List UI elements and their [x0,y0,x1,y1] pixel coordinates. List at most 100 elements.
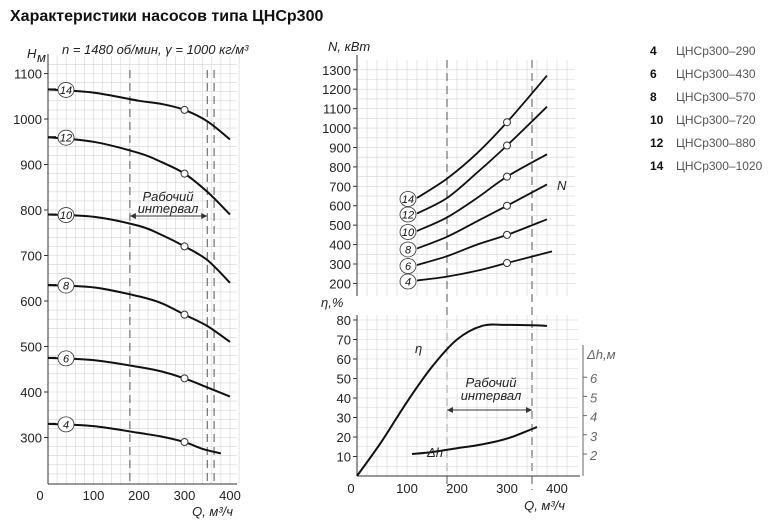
legend-num-10: 10 [650,113,664,127]
eff-working-label-2: интервал [461,388,522,403]
power-curve-tag-12-marker [399,206,417,223]
power-curve-tag-8-marker [399,241,417,258]
head-curve-4 [47,422,222,455]
legend-model-6: ЦНСр300–430 [676,67,756,81]
power-curve-12 [416,106,548,215]
head-curve-tag-10-marker [57,207,75,223]
power-curve-tag-8-label: 8 [405,244,412,256]
power-curve-6 [416,218,548,266]
power-y-tick-label: 1000 [322,121,351,136]
head-x-tick-label: 100 [83,488,105,503]
eff-x-tick-label: 0 [347,481,354,496]
head-working-label-2: интервал [138,201,199,216]
power-design-point-10 [503,172,511,181]
legend-model-14: ЦНСр300–1020 [676,159,763,173]
eff-working-label-1: Рабочий [465,375,516,390]
head-x-tick-label: 400 [219,488,241,503]
power-y-tick-label: 1200 [322,82,351,97]
head-y-tick-label: 600 [20,294,42,309]
legend-num-12: 12 [650,136,664,150]
head-working-label-1: Рабочий [142,189,193,204]
eff-x-tick-label: 100 [396,481,418,496]
power-curve-label: N [557,178,567,193]
power-curve-tag-4-label: 4 [405,277,411,289]
eff-y-tick-label: 60 [337,352,351,367]
head-y-tick-label: 1100 [14,67,42,82]
head-design-point-14 [180,105,189,114]
power-y-tick-label: 400 [329,238,351,253]
eff-y-tick-label: 70 [337,333,351,348]
power-y-tick-label: 1300 [322,63,351,78]
power-y-tick-label: 900 [329,140,351,155]
power-curve-4 [416,250,553,282]
power-curve-tag-4-marker [399,273,417,290]
legend-model-12: ЦНСр300–880 [676,136,756,150]
power-curve-tag-14-marker [399,191,417,207]
head-y-axis-label: H [27,46,37,61]
legend-num-14: 14 [650,159,664,173]
head-params: n = 1480 об/мин, γ = 1000 кг/м³ [62,42,249,57]
head-curve-tag-6-label: 6 [63,353,70,365]
head-y-tick-label: 400 [20,385,42,400]
npsh-y-tick-label: 5 [590,390,598,405]
head-x-axis-label: Q, м³/ч [192,504,233,519]
efficiency-curve [356,323,548,477]
power-y-tick-label: 1100 [323,102,351,117]
npsh-curve [411,426,538,455]
npsh-y-axis-label: Δh,м [586,347,616,362]
head-curve-6 [47,356,231,398]
legend-num-8: 8 [650,90,657,104]
power-curve-tag-10-marker [399,224,417,240]
eff-x-tick-label: 400 [546,481,568,496]
eff-y-tick-label: 40 [337,391,351,406]
head-design-point-12 [180,169,189,178]
eff-y-tick-label: 30 [337,411,351,426]
efficiency-curve-label: η [415,341,422,356]
head-curve-tag-12-label: 12 [60,133,72,145]
legend-model-4: ЦНСр300–290 [676,44,756,58]
power-curve-8 [416,183,548,250]
eff-x-tick-label: 300 [496,481,518,496]
power-y-tick-label: 800 [329,160,351,175]
power-curve-tag-6-marker [399,258,417,274]
head-y-tick-label: 1000 [13,112,42,127]
npsh-curve-label: Δh [426,445,443,460]
head-y-axis-unit: м [37,50,46,65]
head-chart: 300 400 500 600 700 800 900 1000 1100 0 100 200 300 4… [13,42,249,519]
eff-y-tick-label: 20 [337,430,351,445]
head-curve-tag-4-marker [57,416,75,433]
power-curve-tag-14-label: 14 [402,194,414,206]
eff-working-arrowhead-right [526,407,532,413]
head-design-point-6 [180,374,189,383]
head-curve-12 [47,136,231,216]
legend: 4 ЦНСр300–290 6 ЦНСр300–430 8 ЦНСр300–570 10 ЦН… [650,44,763,173]
head-design-point-10 [180,242,189,251]
head-curve-10 [47,213,231,284]
head-curve-tag-14-label: 14 [60,85,72,97]
figure-title: Характеристики насосов типа ЦНСр300 [10,8,323,25]
head-curve-14 [47,88,231,141]
power-design-point-12 [503,141,511,150]
eff-x-axis-label: Q, м³/ч [524,498,565,513]
npsh-y-tick-label: 6 [590,371,598,386]
eff-x-tick-label: 200 [446,481,468,496]
power-curve-tag-12-label: 12 [402,210,414,222]
power-y-axis-label: N, кВт [328,39,370,54]
power-curve-tag-10-label: 10 [402,227,415,239]
eff-y-tick-label: 80 [337,313,351,328]
head-curve-tag-12-marker [57,129,75,146]
head-y-tick-label: 800 [20,203,42,218]
eff-y-tick-label: 50 [337,372,351,387]
head-y-tick-label: 900 [20,158,42,173]
head-working-arrowhead-left [129,213,136,219]
head-curve-tag-4-label: 4 [63,419,69,431]
eff-y-axis-label: η,% [321,295,343,310]
head-curve-tag-8-marker [57,277,75,294]
power-design-point-8 [503,201,511,210]
power-curve-10 [416,153,548,232]
npsh-y-tick-label: 3 [590,429,598,444]
head-x-tick-label: 300 [174,488,196,503]
head-x-tick-label: 0 [36,488,43,503]
head-curve-8 [47,284,231,343]
